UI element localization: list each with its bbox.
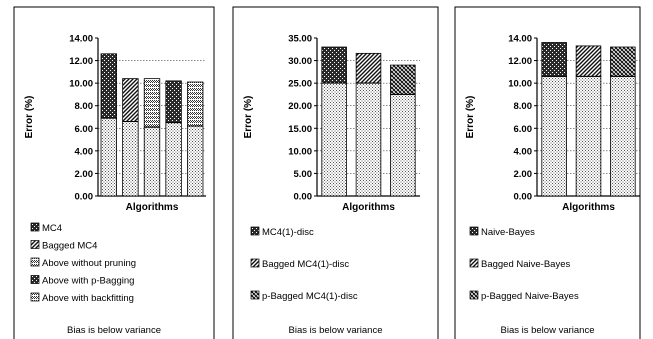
x-axis-label: Algorithms (342, 202, 395, 213)
y-tick-label: 2.00 (514, 169, 533, 180)
y-tick-label: 10.00 (288, 146, 312, 157)
bar-bias-2 (122, 121, 139, 197)
y-axis-label: Error (%) (24, 96, 35, 139)
bar-variance-4 (165, 80, 182, 124)
footnote: Bias is below variance (289, 325, 383, 336)
y-tick-label: 15.00 (288, 124, 312, 135)
bar-variance-2 (122, 78, 139, 122)
bar-variance-2 (575, 45, 602, 77)
bar-bias-3 (610, 75, 636, 197)
legend-swatch (30, 275, 40, 284)
legend-swatch (250, 290, 260, 300)
bar-variance-1 (100, 53, 117, 119)
legend-entry-3: p-Bagged Naive-Bayes (481, 291, 579, 302)
y-tick-label: 10.00 (508, 79, 532, 90)
legend-swatch (469, 258, 479, 268)
y-tick-label: 12.00 (508, 56, 532, 67)
y-tick-label: 6.00 (514, 124, 533, 135)
bar-bias-1 (321, 82, 347, 197)
bar-variance-3 (610, 46, 636, 77)
bar-variance-3 (143, 78, 161, 128)
legend-swatch (250, 226, 260, 236)
legend-entry-5: Above with backfitting (42, 293, 134, 304)
panel-frame (13, 6, 215, 339)
chart-panel-3: 0.00 2.00 4.00 6.00 8.00 10.00 12.00 14.00 Error… (454, 6, 641, 339)
bar-variance-3 (390, 64, 416, 95)
bar-bias-5 (187, 125, 204, 197)
y-tick-label: 4.00 (514, 146, 533, 157)
y-tick-label: 0.00 (514, 192, 533, 203)
legend-entry-3: p-Bagged MC4(1)-disc (262, 291, 358, 302)
legend-entry-1: MC4(1)-disc (262, 227, 314, 238)
y-tick-label: 14.00 (508, 34, 532, 45)
y-tick-label: 0.00 (294, 192, 313, 203)
y-tick-label: 6.00 (75, 124, 94, 135)
bar-bias-3 (143, 126, 161, 197)
bar-bias-2 (355, 82, 382, 197)
legend-swatch (250, 258, 260, 268)
bar-bias-2 (575, 75, 602, 197)
bar-bias-4 (165, 122, 182, 197)
y-axis-label: Error (%) (243, 96, 254, 139)
legend-swatch (30, 292, 40, 302)
y-tick-label: 10.00 (69, 79, 93, 90)
legend-entry-1: MC4 (42, 223, 62, 234)
panel-frame (454, 6, 641, 339)
bar-bias-3 (390, 94, 416, 197)
legend-entry-2: Bagged Naive-Bayes (481, 259, 570, 270)
y-tick-label: 0.00 (75, 192, 94, 203)
legend-entry-1: Naive-Bayes (481, 227, 535, 238)
legend-swatch (30, 222, 40, 232)
y-tick-label: 12.00 (69, 56, 93, 67)
legend-swatch (469, 226, 479, 236)
bar-bias-1 (541, 75, 567, 197)
panel-frame (232, 6, 439, 339)
x-axis-label: Algorithms (562, 202, 615, 213)
x-axis-label: Algorithms (126, 202, 179, 213)
legend-swatch (469, 290, 479, 300)
y-tick-label: 20.00 (288, 101, 312, 112)
y-tick-label: 8.00 (514, 101, 533, 112)
bar-variance-5 (187, 81, 204, 127)
y-axis-label: Error (%) (465, 96, 476, 139)
legend-entry-2: Bagged MC4 (42, 241, 97, 252)
y-tick-label: 8.00 (75, 101, 94, 112)
legend-swatch (30, 257, 40, 267)
bar-variance-1 (541, 42, 567, 77)
y-tick-label: 30.00 (288, 56, 312, 67)
y-tick-label: 5.00 (294, 169, 313, 180)
footnote: Bias is below variance (501, 325, 595, 336)
y-tick-label: 14.00 (69, 34, 93, 45)
bar-bias-1 (100, 117, 117, 197)
legend-entry-3: Above without pruning (42, 258, 136, 269)
y-tick-label: 35.00 (288, 34, 312, 45)
legend-swatch (30, 240, 40, 249)
bar-variance-1 (321, 46, 347, 84)
legend-entry-2: Bagged MC4(1)-disc (262, 259, 349, 270)
y-tick-label: 25.00 (288, 79, 312, 90)
y-tick-label: 4.00 (75, 146, 94, 157)
legend-entry-4: Above with p-Bagging (42, 276, 134, 287)
bar-variance-2 (355, 52, 382, 84)
chart-panel-2: 0.00 5.00 10.00 15.00 20.00 25.00 30.00 35.00 Er… (232, 6, 439, 339)
footnote: Bias is below variance (67, 325, 161, 336)
chart-panel-1: 0.00 2.00 4.00 6.00 8.00 10.00 12.00 14.00 Error… (13, 6, 215, 339)
y-tick-label: 2.00 (75, 169, 94, 180)
